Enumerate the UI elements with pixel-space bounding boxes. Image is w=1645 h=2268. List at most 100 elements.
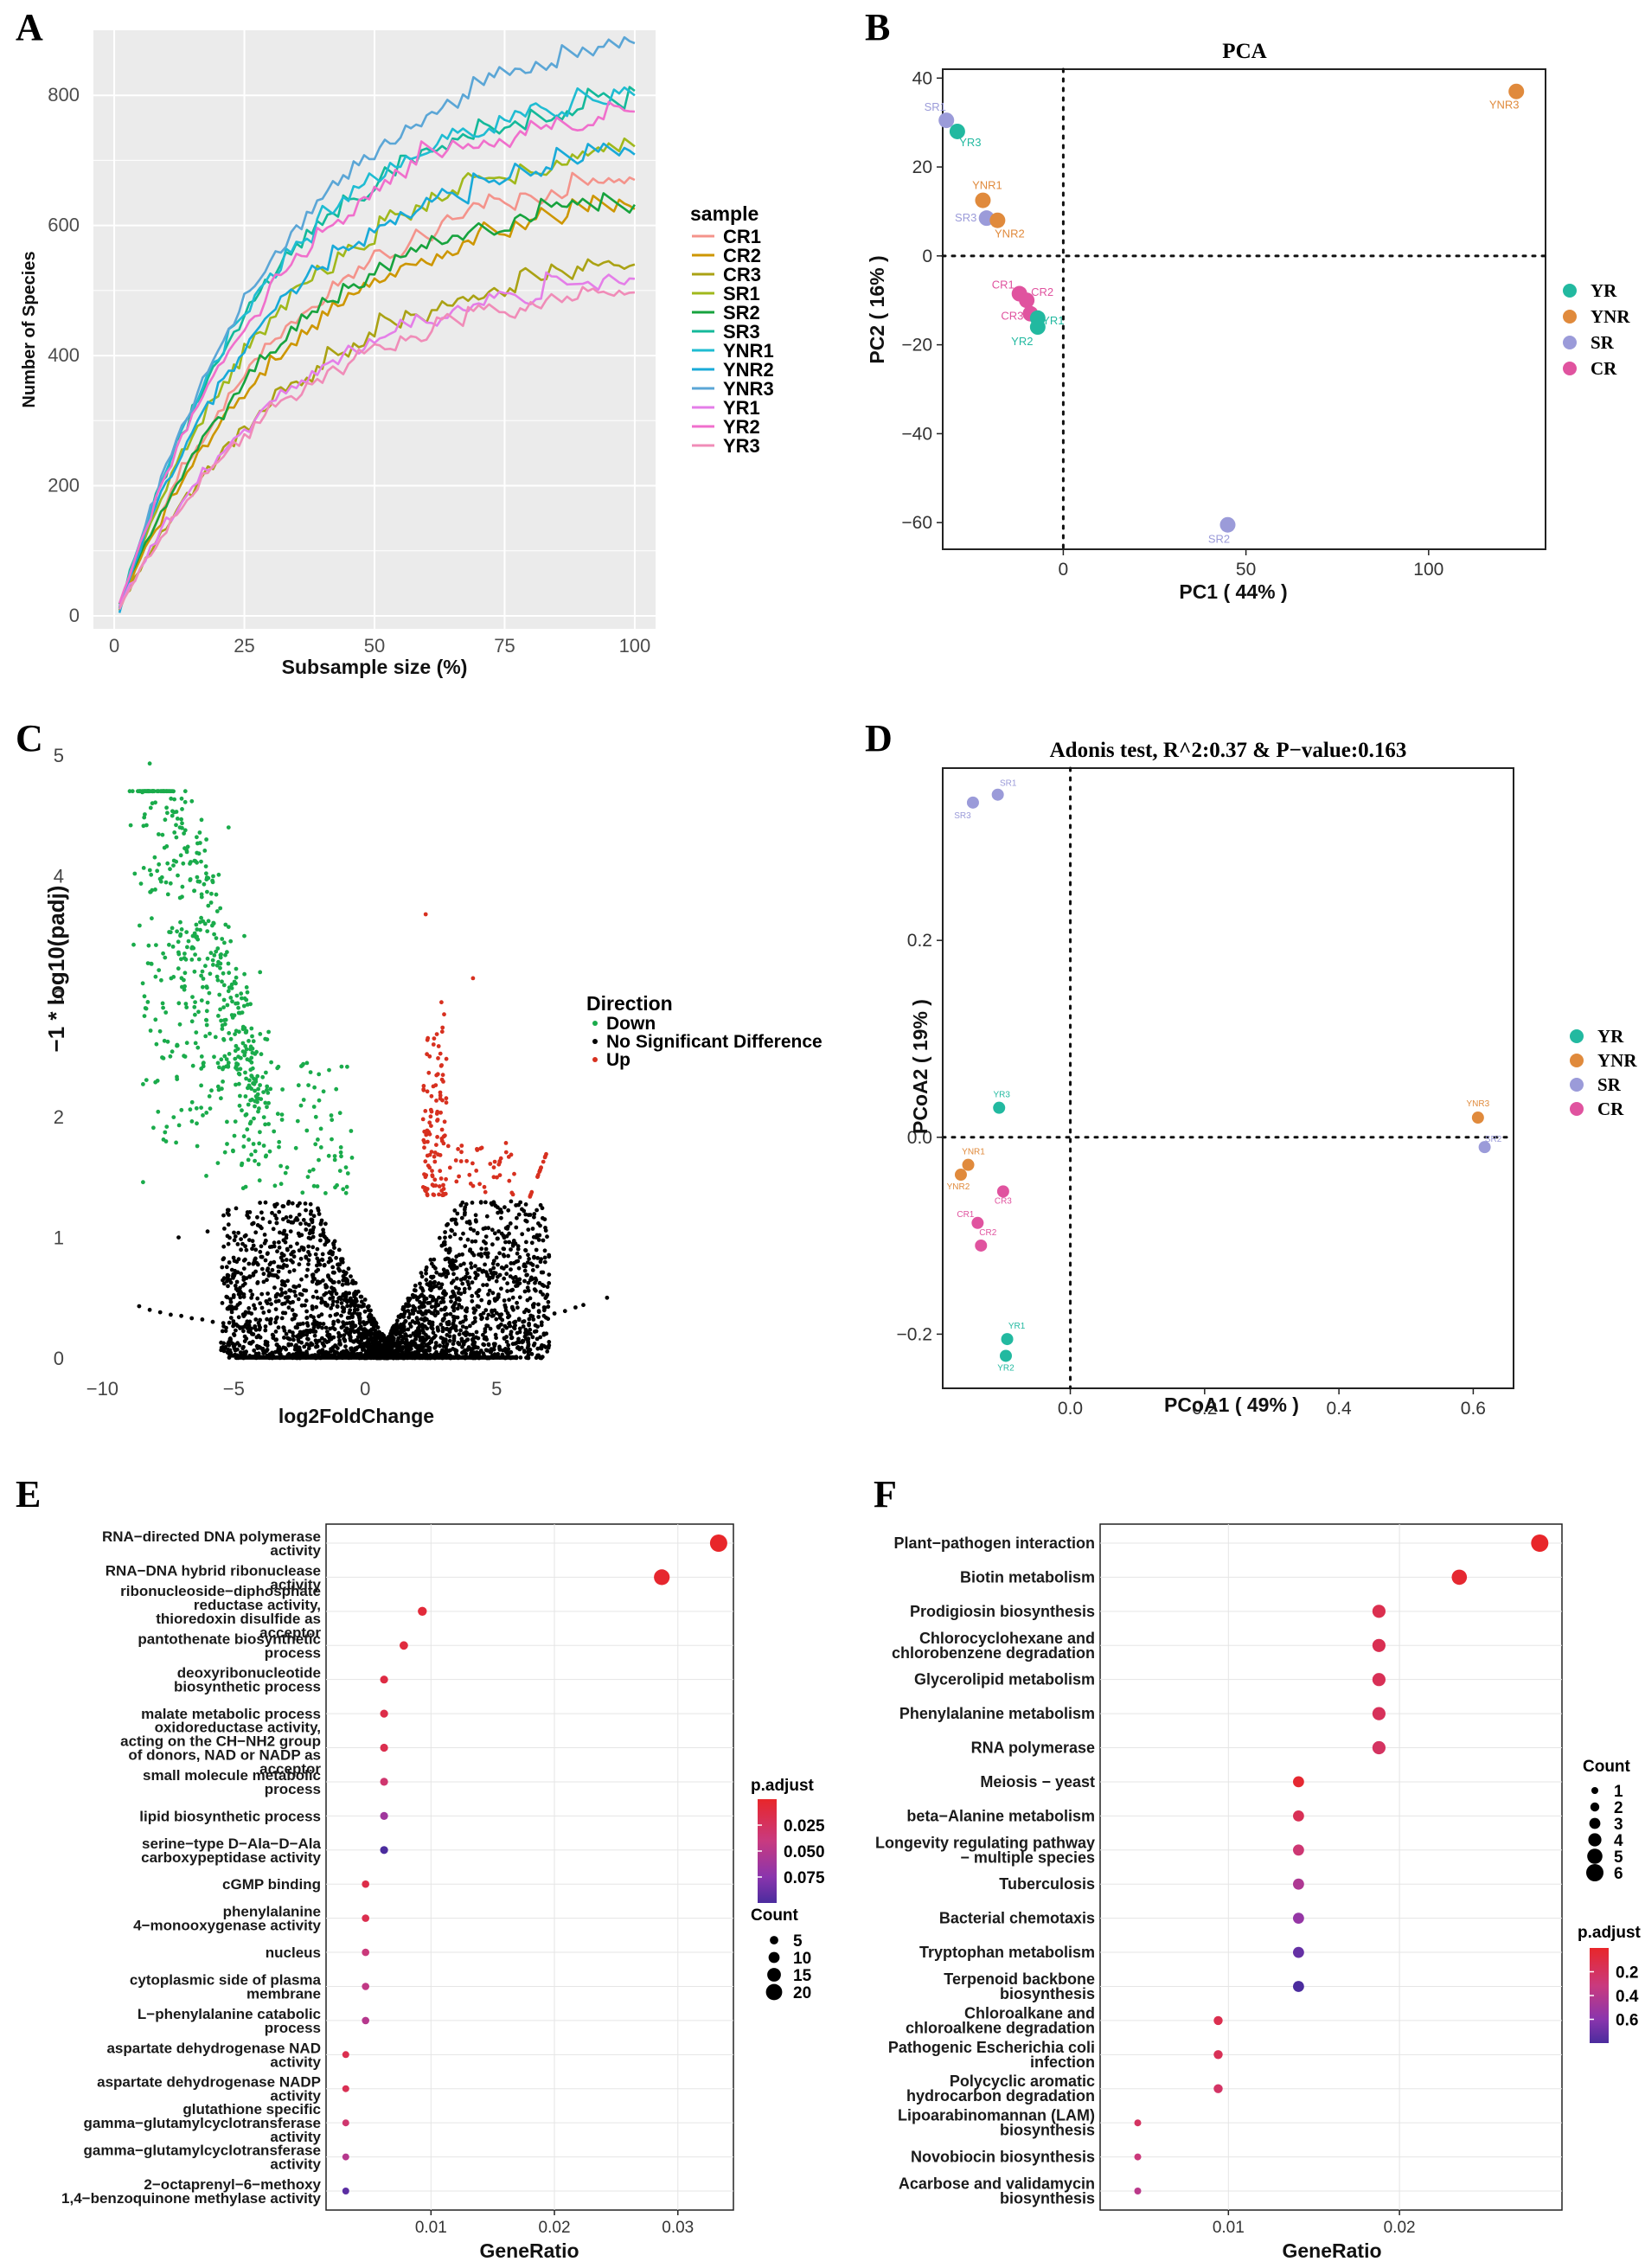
- panel-c-point-ns: [454, 1221, 459, 1227]
- panel-c-point-down: [193, 1000, 198, 1004]
- panel-c-point-down: [205, 956, 210, 961]
- term-dot: [380, 1743, 388, 1752]
- panel-c-point-down: [267, 1149, 272, 1154]
- panel-c-point-down: [201, 919, 206, 924]
- panel-c-point-ns: [458, 1236, 463, 1241]
- panel-c-point-ns: [432, 1257, 437, 1262]
- panel-c-point-down: [172, 797, 177, 802]
- panel-c-point-ns: [429, 1274, 433, 1279]
- panel-c-point-ns: [441, 1240, 446, 1246]
- panel-c-point-down: [206, 903, 211, 908]
- panel-c-point-ns: [267, 1220, 272, 1225]
- panel-c-point-down: [170, 789, 175, 794]
- panel-c-point-down: [188, 1107, 193, 1112]
- panel-c-point-ns: [313, 1252, 318, 1257]
- panel-c-point-ns: [274, 1216, 279, 1221]
- panel-c-point-ns: [220, 1301, 225, 1305]
- panel-c-point-ns: [247, 1274, 253, 1279]
- panel-c-point-down: [177, 1022, 182, 1027]
- panel-c-point-ns: [267, 1262, 272, 1267]
- panel-c-point-down: [184, 1041, 189, 1046]
- panel-c-point-down: [130, 789, 135, 794]
- panel-c-point-ns: [259, 1291, 265, 1297]
- panel-c-point-ns: [507, 1231, 511, 1236]
- panel-c-point-ns: [509, 1329, 514, 1335]
- term-dot: [1372, 1638, 1386, 1652]
- panel-c-point-down: [228, 996, 234, 1000]
- panel-c-point-down: [227, 985, 232, 990]
- panel-c-point-down: [240, 1163, 244, 1168]
- panel-a-x-axis-title: Subsample size (%): [282, 656, 468, 678]
- panel-c-point-down: [183, 1002, 189, 1006]
- panel-c-point-ns: [507, 1321, 512, 1325]
- panel-c-point-ns: [481, 1283, 485, 1287]
- panel-c-point-ns: [228, 1316, 234, 1320]
- term-label-line: activity: [270, 2156, 321, 2173]
- panel-c-point-ns: [374, 1349, 378, 1354]
- panel-c-point-ns: [278, 1230, 282, 1235]
- panel-c-point-down: [349, 1129, 354, 1133]
- panel-c-point-ns: [266, 1309, 272, 1314]
- panel-c-x-tick-label: −10: [86, 1378, 118, 1400]
- point-cr2: [1019, 292, 1035, 309]
- panel-c-point-ns: [510, 1243, 515, 1248]
- panel-c-point-ns: [535, 1256, 541, 1260]
- panel-c-point-ns: [395, 1318, 400, 1323]
- panel-c-point-down: [232, 1133, 237, 1138]
- y-tick-label: 40: [912, 68, 932, 88]
- panel-c-point-ns: [318, 1233, 323, 1238]
- panel-c-point-ns: [522, 1289, 528, 1294]
- panel-c-point-down: [311, 1183, 317, 1188]
- panel-c-point-ns: [229, 1310, 234, 1315]
- panel-c-point-ns: [488, 1268, 493, 1272]
- term-label-line: acceptor: [259, 1761, 321, 1778]
- panel-c-point-ns: [541, 1284, 547, 1288]
- panel-c-point-down: [182, 971, 188, 976]
- panel-c-point-ns: [456, 1291, 461, 1296]
- panel-c-point-ns: [494, 1317, 499, 1322]
- panel-c-point-up: [492, 1159, 497, 1164]
- panel-c-point-down: [308, 1070, 313, 1074]
- panel-c-point-ns: [292, 1289, 297, 1294]
- panel-c-point-ns: [323, 1325, 329, 1330]
- panel-c-point-ns: [471, 1306, 477, 1311]
- panel-c-point-down: [338, 1145, 343, 1150]
- panel-c-point-ns: [231, 1319, 236, 1323]
- panel-c-point-ns: [438, 1285, 443, 1291]
- panel-c-point-ns: [464, 1317, 468, 1322]
- panel-a-series-ynr1: [118, 86, 636, 610]
- panel-c-point-ns: [449, 1295, 453, 1299]
- term-dot: [400, 1641, 408, 1650]
- panel-c-point-ns: [510, 1295, 515, 1300]
- x-tick-label: 0.4: [1327, 1399, 1353, 1419]
- panel-c-point-ns: [419, 1274, 425, 1279]
- panel-c-point-down: [272, 1183, 278, 1188]
- term-label-line: nucleus: [266, 1944, 321, 1961]
- panel-a-x-tick-label: 0: [109, 635, 119, 657]
- term-label-line: thioredoxin disulfide as: [156, 1611, 321, 1627]
- panel-f-gridlines: [1100, 1524, 1562, 2210]
- panel-c-point-down: [265, 1087, 269, 1092]
- panel-c-point-ns: [310, 1294, 316, 1299]
- panel-c-point-down: [131, 942, 136, 947]
- term-label-line: Chlorocyclohexane and: [919, 1630, 1095, 1647]
- panel-c-point-down: [246, 1039, 251, 1043]
- panel-c-point-ns: [242, 1281, 247, 1286]
- panel-c-point-ns: [270, 1210, 274, 1215]
- panel-c-point-down: [171, 975, 176, 979]
- panel-c-point-down: [193, 952, 198, 957]
- panel-c-point-down: [249, 1026, 254, 1031]
- panel-c-point-ns: [493, 1203, 498, 1208]
- panel-c-point-down: [190, 1063, 195, 1068]
- term-label-line: acting on the CH−NH2 group: [120, 1733, 321, 1750]
- panel-c-point-ns: [370, 1339, 375, 1343]
- legend-key-yr: [1570, 1029, 1584, 1043]
- panel-c-point-down: [244, 1047, 249, 1052]
- panel-c-point-ns: [315, 1344, 320, 1349]
- point-label-ynr1: YNR1: [962, 1148, 985, 1157]
- panel-c-point-ns: [490, 1291, 496, 1296]
- panel-c-point-ns: [251, 1332, 256, 1336]
- panel-c-point-ns: [357, 1321, 362, 1326]
- panel-c-point-ns: [427, 1282, 432, 1286]
- panel-c-point-up: [430, 1169, 434, 1173]
